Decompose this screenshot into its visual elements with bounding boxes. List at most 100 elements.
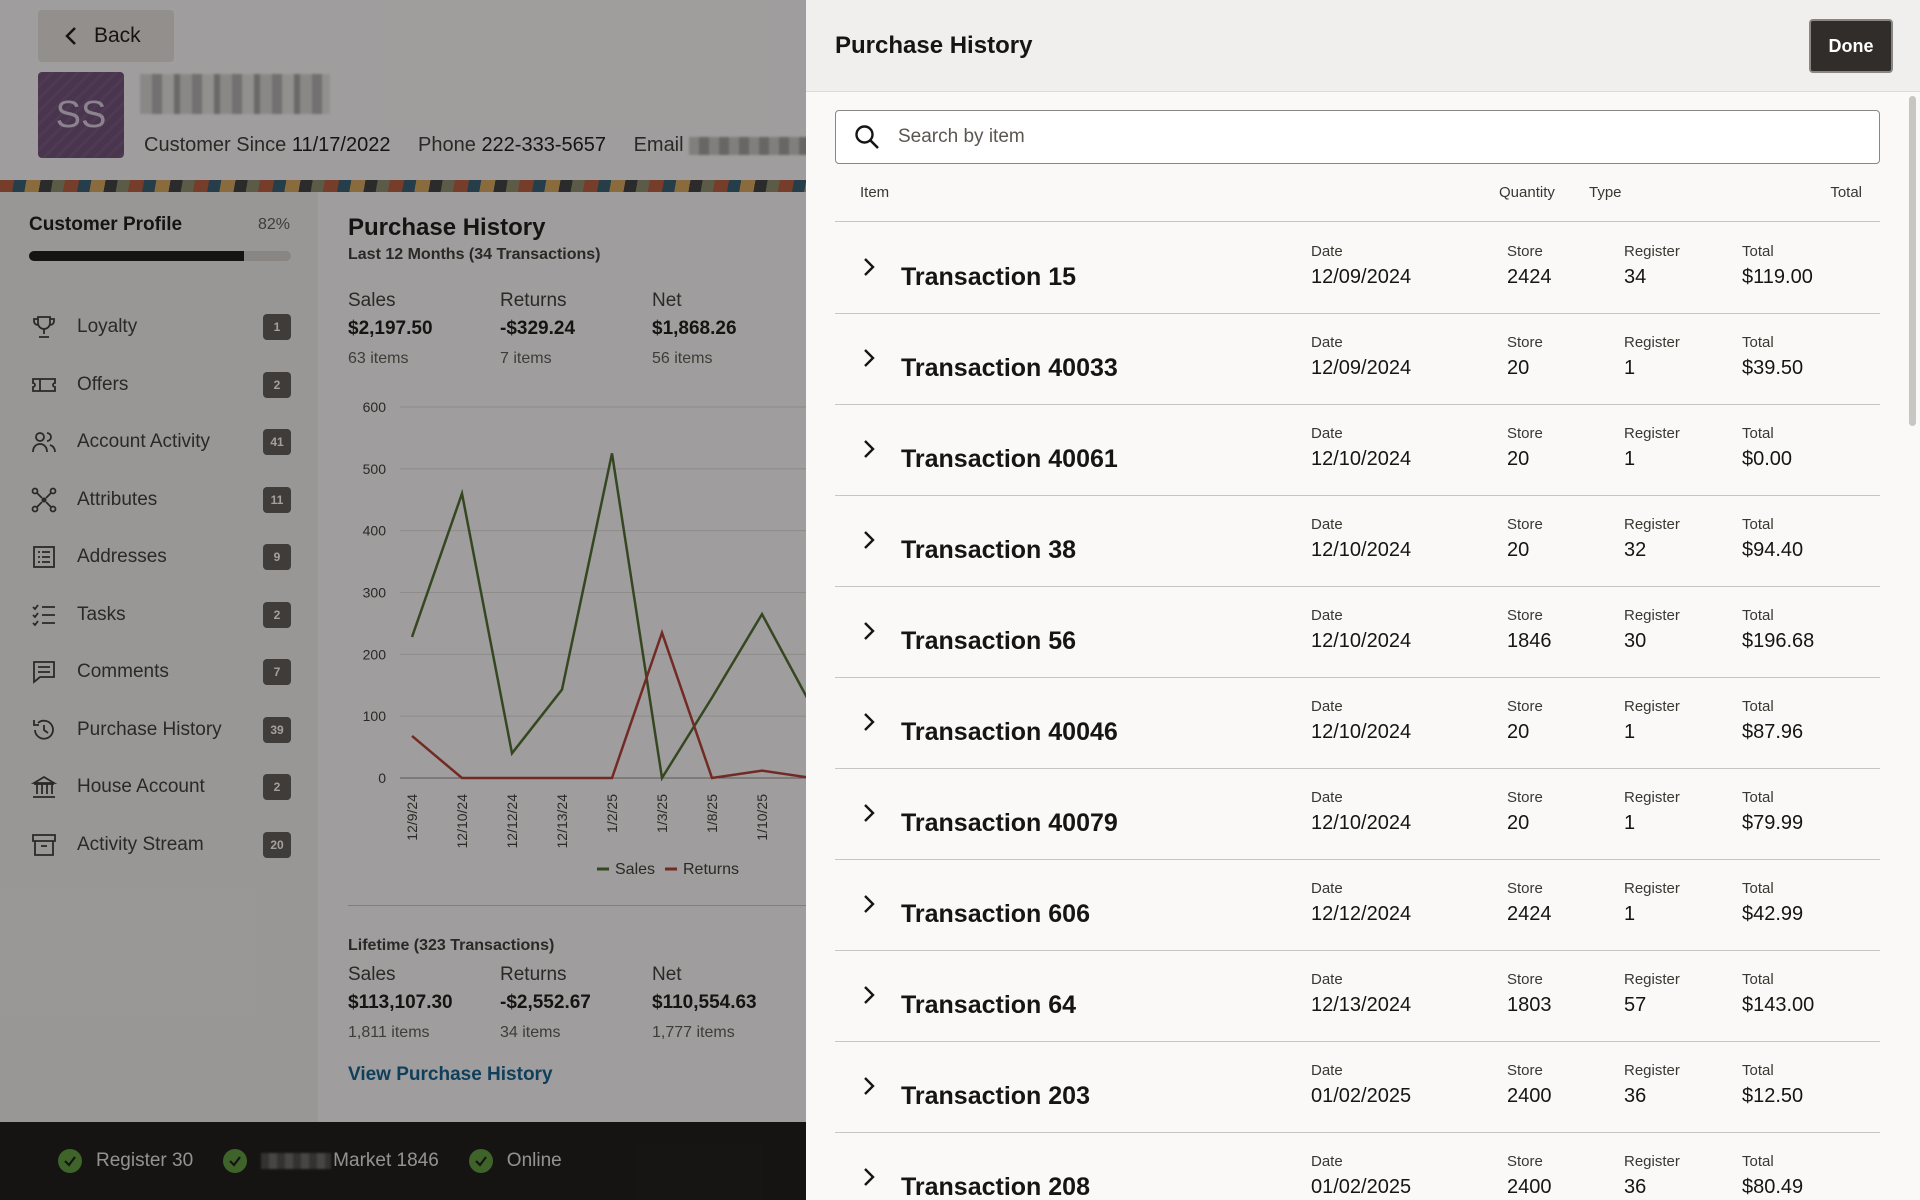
stat-value: -$329.24 <box>500 318 576 339</box>
transaction-row[interactable]: Transaction 64 Date 12/13/2024 Store 1803 Reg… <box>835 951 1880 1042</box>
transaction-row[interactable]: Transaction 15 Date 12/09/2024 Store 2424 Reg… <box>835 223 1880 314</box>
store-value: 1803 <box>1507 994 1552 1016</box>
profile-sidebar: Customer Profile 82% Loyalty 1 Offers 2 Acco… <box>0 192 318 1122</box>
total-value: $94.40 <box>1742 539 1804 561</box>
chevron-right-icon[interactable] <box>857 528 881 552</box>
comment-icon <box>29 657 59 687</box>
chevron-right-icon[interactable] <box>857 1165 881 1189</box>
sidebar-item-addresses[interactable]: Addresses 9 <box>29 537 291 577</box>
drawer-scrollbar[interactable] <box>1909 96 1916 426</box>
transaction-row[interactable]: Transaction 40046 Date 12/10/2024 Store 20 Re… <box>835 678 1880 769</box>
sidebar-item-label: Purchase History <box>77 718 222 740</box>
total-value: $87.96 <box>1742 721 1804 743</box>
count-badge: 1 <box>263 314 291 340</box>
modal-scrim[interactable] <box>0 0 806 1200</box>
date-label: Date <box>1311 516 1343 533</box>
done-button[interactable]: Done <box>1809 19 1893 73</box>
register-value: 1 <box>1624 812 1636 834</box>
y-tick-label: 100 <box>363 708 387 724</box>
view-purchase-history-link[interactable]: View Purchase History <box>348 1064 553 1085</box>
email-label: Email <box>633 134 684 156</box>
column-total[interactable]: Total <box>1830 184 1862 201</box>
series-line-returns <box>411 628 806 780</box>
sidebar-item-loyalty[interactable]: Loyalty 1 <box>29 307 291 347</box>
sidebar-item-tasks[interactable]: Tasks 2 <box>29 595 291 635</box>
column-item[interactable]: Item <box>860 184 890 201</box>
sidebar-item-offers[interactable]: Offers 2 <box>29 365 291 405</box>
sidebar-item-attributes[interactable]: Attributes 11 <box>29 480 291 520</box>
status-label: Register 30 <box>96 1150 194 1171</box>
transaction-row[interactable]: Transaction 56 Date 12/10/2024 Store 1846 Reg… <box>835 587 1880 678</box>
x-tick-label: 12/12/24 <box>504 794 520 849</box>
chevron-right-icon[interactable] <box>857 983 881 1007</box>
decorative-banner <box>0 180 806 192</box>
date-value: 12/10/2024 <box>1311 539 1412 561</box>
stat-items: 34 items <box>500 1024 561 1041</box>
chevron-right-icon[interactable] <box>857 801 881 825</box>
chevron-right-icon[interactable] <box>857 619 881 643</box>
store-value: 1846 <box>1507 630 1552 652</box>
total-label: Total <box>1742 880 1774 897</box>
date-cell: Date 12/13/2024 <box>1311 971 1411 1017</box>
register-cell: Register 36 <box>1624 1153 1680 1199</box>
column-quantity[interactable]: Quantity <box>1499 184 1555 201</box>
count-badge: 2 <box>263 601 291 628</box>
sidebar-item-purchase-history[interactable]: Purchase History 39 <box>29 710 291 750</box>
search-input[interactable] <box>898 126 1879 148</box>
status-market: Market 1846 <box>223 1149 439 1173</box>
column-type[interactable]: Type <box>1589 184 1622 201</box>
register-label: Register <box>1624 971 1680 988</box>
back-button[interactable]: Back <box>38 10 174 62</box>
register-cell: Register 36 <box>1624 1062 1680 1108</box>
search-field[interactable] <box>835 110 1880 164</box>
date-value: 12/13/2024 <box>1311 994 1412 1016</box>
x-tick-label: 1/2/25 <box>604 794 620 833</box>
total-cell: Total $119.00 <box>1742 243 1813 289</box>
stat-value: $2,197.50 <box>348 318 433 339</box>
sidebar-item-house-account[interactable]: House Account 2 <box>29 767 291 807</box>
chevron-right-icon[interactable] <box>857 437 881 461</box>
store-cell: Store 20 <box>1507 516 1543 562</box>
transaction-row[interactable]: Transaction 40033 Date 12/09/2024 Store 20 Re… <box>835 314 1880 405</box>
register-value: 1 <box>1624 721 1636 743</box>
count-badge: 20 <box>263 831 291 858</box>
register-value: 36 <box>1624 1085 1647 1107</box>
register-value: 32 <box>1624 539 1647 561</box>
transaction-row[interactable]: Transaction 203 Date 01/02/2025 Store 2400 Re… <box>835 1042 1880 1133</box>
y-tick-label: 600 <box>363 399 387 415</box>
chevron-right-icon[interactable] <box>857 255 881 279</box>
chevron-right-icon[interactable] <box>857 346 881 370</box>
transaction-row[interactable]: Transaction 208 Date 01/02/2025 Store 2400 Re… <box>835 1133 1880 1200</box>
y-tick-label: 300 <box>363 585 387 601</box>
transaction-row[interactable]: Transaction 606 Date 12/12/2024 Store 2424 Re… <box>835 860 1880 951</box>
transaction-name: Transaction 56 <box>901 627 1077 655</box>
transaction-row[interactable]: Transaction 40079 Date 12/10/2024 Store 20 Re… <box>835 769 1880 860</box>
lifetime-returns-stat: Returns -$2,552.67 34 items <box>500 964 591 1042</box>
profile-percent: 82% <box>257 216 290 233</box>
chevron-right-icon[interactable] <box>857 1074 881 1098</box>
sidebar-item-comments[interactable]: Comments 7 <box>29 652 291 692</box>
register-label: Register <box>1624 607 1680 624</box>
network-icon <box>29 485 59 515</box>
date-label: Date <box>1311 607 1343 624</box>
total-label: Total <box>1742 1062 1774 1079</box>
customer-since-label: Customer Since <box>144 134 287 156</box>
register-label: Register <box>1624 425 1680 442</box>
sidebar-item-label: Activity Stream <box>77 833 204 855</box>
sidebar-item-label: Tasks <box>77 603 126 625</box>
x-tick-label: 12/9/24 <box>404 794 420 841</box>
register-value: 30 <box>1624 630 1647 652</box>
sidebar-item-activity-stream[interactable]: Activity Stream 20 <box>29 825 291 865</box>
transaction-row[interactable]: Transaction 38 Date 12/10/2024 Store 20 Regis… <box>835 496 1880 587</box>
transaction-row[interactable]: Transaction 40061 Date 12/10/2024 Store 20 Re… <box>835 405 1880 496</box>
legend-label: Returns <box>683 861 739 878</box>
date-cell: Date 12/10/2024 <box>1311 516 1411 562</box>
lifetime-sales-stat: Sales $113,107.30 1,811 items <box>348 964 453 1042</box>
chevron-right-icon[interactable] <box>857 892 881 916</box>
profile-progress-fill <box>29 251 244 261</box>
x-tick-label: 12/13/24 <box>554 794 570 849</box>
archive-icon <box>29 830 59 860</box>
sidebar-item-account-activity[interactable]: Account Activity 41 <box>29 422 291 462</box>
chevron-right-icon[interactable] <box>857 710 881 734</box>
sidebar-item-label: Account Activity <box>77 431 211 452</box>
